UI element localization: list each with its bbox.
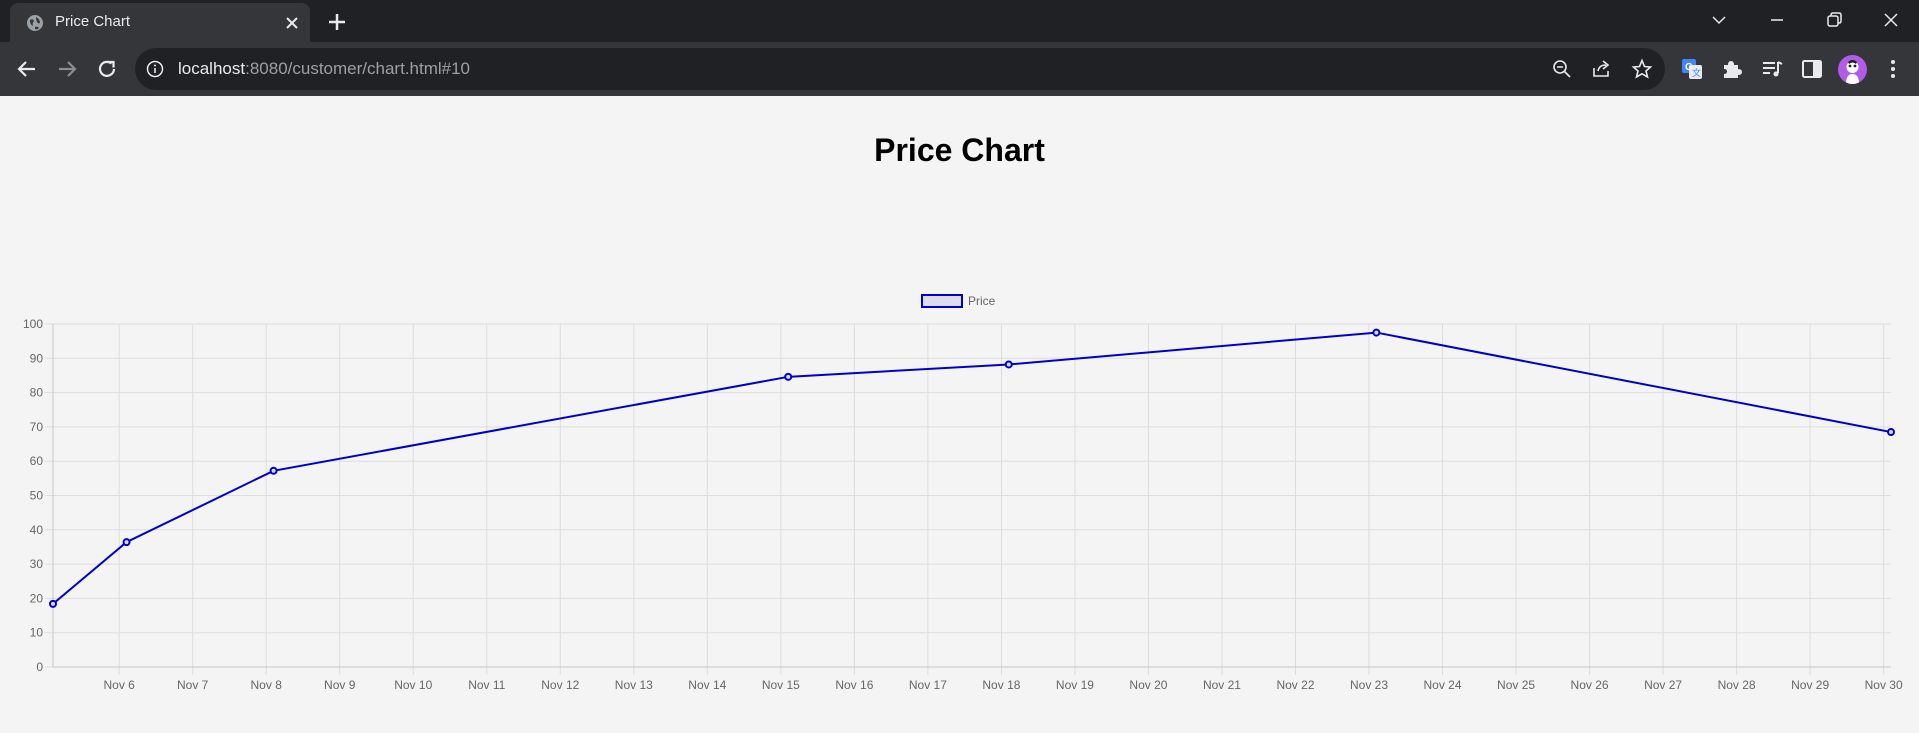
x-tick-label: Nov 13 xyxy=(615,678,653,692)
legend-swatch xyxy=(921,294,963,308)
x-tick-label: Nov 10 xyxy=(394,678,432,692)
x-tick-label: Nov 8 xyxy=(251,678,283,692)
info-icon[interactable] xyxy=(146,60,164,78)
svg-text:文: 文 xyxy=(1692,67,1701,78)
data-point xyxy=(1004,360,1013,369)
x-tick-label: Nov 25 xyxy=(1497,678,1535,692)
plus-icon[interactable] xyxy=(325,10,349,34)
kebab-menu-icon[interactable] xyxy=(1881,57,1905,81)
puzzle-icon[interactable] xyxy=(1720,57,1744,81)
close-icon[interactable] xyxy=(282,13,302,33)
browser-tab[interactable]: Price Chart xyxy=(10,3,310,42)
y-tick-label: 90 xyxy=(30,351,44,365)
data-point xyxy=(1887,428,1895,437)
profile-icon xyxy=(1846,60,1859,84)
x-tick-label: Nov 18 xyxy=(982,678,1020,692)
x-tick-label: Nov 26 xyxy=(1571,678,1609,692)
back-button[interactable] xyxy=(14,56,40,82)
x-tick-label: Nov 24 xyxy=(1424,678,1462,692)
x-tick-label: Nov 22 xyxy=(1276,678,1314,692)
page-title: Price Chart xyxy=(874,132,1045,168)
x-tick-label: Nov 29 xyxy=(1791,678,1829,692)
legend-label: Price xyxy=(968,294,996,308)
y-tick-label: 100 xyxy=(23,317,43,331)
url-text[interactable]: localhost:8080/customer/chart.html#10 xyxy=(178,59,470,79)
y-tick-label: 80 xyxy=(30,386,44,400)
star-icon[interactable] xyxy=(1631,58,1653,80)
url-host: localhost xyxy=(178,59,246,78)
x-tick-label: Nov 20 xyxy=(1129,678,1167,692)
chevron-down-icon[interactable] xyxy=(1707,8,1731,32)
price-line-chart: 0 10 20 30 40 50 60 70 80 90 100 Nov 6 Nov 7 Nov 8 Nov… xyxy=(23,294,1903,692)
avatar[interactable] xyxy=(1838,55,1867,84)
y-tick-label: 10 xyxy=(30,626,44,640)
x-tick-label: Nov 28 xyxy=(1718,678,1756,692)
page-content: Price Chart 0 10 20 30 40 50 60 70 80 90 100 Nov 6 N… xyxy=(0,96,1919,733)
x-tick-label: Nov 27 xyxy=(1644,678,1682,692)
y-tick-label: 40 xyxy=(30,523,44,537)
x-tick-label: Nov 14 xyxy=(688,678,726,692)
y-tick-label: 20 xyxy=(30,591,44,605)
x-tick-label: Nov 23 xyxy=(1350,678,1388,692)
address-bar[interactable]: localhost:8080/customer/chart.html#10 xyxy=(135,48,1665,90)
x-tick-label: Nov 16 xyxy=(835,678,873,692)
data-point xyxy=(122,538,131,547)
tab-title: Price Chart xyxy=(55,13,131,30)
x-tick-label: Nov 15 xyxy=(762,678,800,692)
share-icon[interactable] xyxy=(1591,58,1613,80)
data-point xyxy=(269,466,278,475)
x-tick-label: Nov 12 xyxy=(541,678,579,692)
tab-strip: Price Chart xyxy=(0,0,1919,42)
close-window-icon[interactable] xyxy=(1879,8,1903,32)
x-tick-label: Nov 6 xyxy=(103,678,135,692)
x-tick-label: Nov 17 xyxy=(909,678,947,692)
url-path: :8080/customer/chart.html#10 xyxy=(245,59,471,78)
svg-text:G: G xyxy=(1685,62,1693,73)
zoom-out-icon[interactable] xyxy=(1551,58,1573,80)
globe-icon xyxy=(27,15,43,31)
x-tick-label: Nov 7 xyxy=(177,678,209,692)
translate-icon[interactable]: G 文 xyxy=(1680,57,1704,81)
data-point xyxy=(49,599,57,608)
restore-icon[interactable] xyxy=(1822,8,1846,32)
data-point xyxy=(784,372,793,381)
media-queue-icon[interactable] xyxy=(1760,57,1784,81)
x-tick-label: Nov 19 xyxy=(1056,678,1094,692)
y-tick-label: 50 xyxy=(30,489,44,503)
x-tick-label: Nov 21 xyxy=(1203,678,1241,692)
y-tick-label: 30 xyxy=(30,557,44,571)
x-tick-label: Nov 9 xyxy=(324,678,356,692)
forward-button[interactable] xyxy=(54,56,80,82)
x-tick-label: Nov 11 xyxy=(468,678,505,692)
series-line-price xyxy=(52,331,1892,605)
reload-button[interactable] xyxy=(94,56,120,82)
x-tick-label: Nov 30 xyxy=(1865,678,1903,692)
y-tick-label: 70 xyxy=(30,420,44,434)
y-tick-label: 0 xyxy=(36,660,43,674)
data-point xyxy=(1372,328,1381,337)
y-tick-label: 60 xyxy=(30,454,44,468)
browser-toolbar: localhost:8080/customer/chart.html#10 G … xyxy=(0,42,1919,96)
minimize-icon[interactable] xyxy=(1765,8,1789,32)
side-panel-icon[interactable] xyxy=(1800,57,1824,81)
